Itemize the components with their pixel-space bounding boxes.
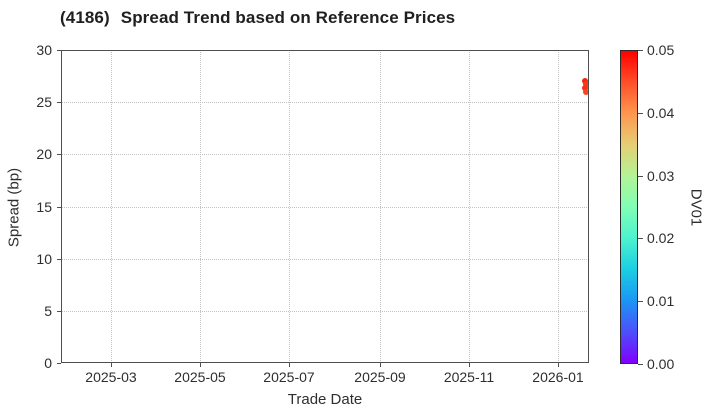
y-tick-label: 30 — [36, 42, 52, 58]
x-tick-label: 2025-05 — [174, 369, 226, 385]
x-tick — [558, 363, 559, 367]
y-tick — [57, 363, 61, 364]
y-tick-label: 0 — [44, 355, 52, 371]
colorbar-tick — [638, 301, 643, 302]
x-gridline — [111, 50, 112, 363]
y-gridline — [61, 259, 589, 260]
colorbar-tick-label: 0.02 — [647, 230, 675, 246]
y-tick-label: 20 — [36, 146, 52, 162]
y-gridline — [61, 207, 589, 208]
x-gridline — [558, 50, 559, 363]
y-tick — [57, 311, 61, 312]
x-tick — [289, 363, 290, 367]
y-gridline — [61, 102, 589, 103]
colorbar-tick — [638, 364, 643, 365]
colorbar-tick-label: 0.05 — [647, 42, 675, 58]
x-tick — [200, 363, 201, 367]
data-point — [583, 81, 590, 88]
chart-title-code: (4186) — [60, 8, 110, 27]
colorbar-tick — [638, 113, 643, 114]
colorbar-tick — [638, 50, 643, 51]
x-gridline — [469, 50, 470, 363]
data-point — [583, 88, 590, 95]
y-tick-label: 25 — [36, 94, 52, 110]
x-gridline — [380, 50, 381, 363]
y-tick — [57, 154, 61, 155]
y-tick — [57, 102, 61, 103]
y-tick-label: 15 — [36, 199, 52, 215]
x-tick-label: 2025-11 — [443, 369, 495, 385]
colorbar-label: DV01 — [687, 188, 705, 227]
chart-title-text: Spread Trend based on Reference Prices — [120, 8, 456, 27]
y-tick-label: 10 — [36, 251, 52, 267]
colorbar — [620, 50, 638, 364]
x-tick — [111, 363, 112, 367]
x-gridline — [289, 50, 290, 363]
y-gridline — [61, 311, 589, 312]
colorbar-tick-label: 0.04 — [647, 105, 675, 121]
colorbar-tick — [638, 238, 643, 239]
x-tick-label: 2025-07 — [263, 369, 315, 385]
y-tick — [57, 259, 61, 260]
x-tick-label: 2025-03 — [85, 369, 137, 385]
x-tick — [380, 363, 381, 367]
data-point — [581, 85, 588, 92]
x-tick — [469, 363, 470, 367]
colorbar-tick-label: 0.01 — [647, 293, 675, 309]
colorbar-tick-label: 0.00 — [647, 356, 675, 372]
x-tick-label: 2025-09 — [354, 369, 406, 385]
y-tick — [57, 50, 61, 51]
x-axis-label: Trade Date — [287, 391, 363, 408]
colorbar-tick — [638, 176, 643, 177]
x-tick-label: 2026-01 — [532, 369, 584, 385]
colorbar-tick-label: 0.03 — [647, 168, 675, 184]
y-tick-label: 5 — [44, 303, 52, 319]
y-gridline — [61, 154, 589, 155]
x-gridline — [200, 50, 201, 363]
y-tick — [57, 207, 61, 208]
data-point — [581, 78, 588, 85]
chart-title: (4186) Spread Trend based on Reference Pr… — [60, 8, 455, 28]
